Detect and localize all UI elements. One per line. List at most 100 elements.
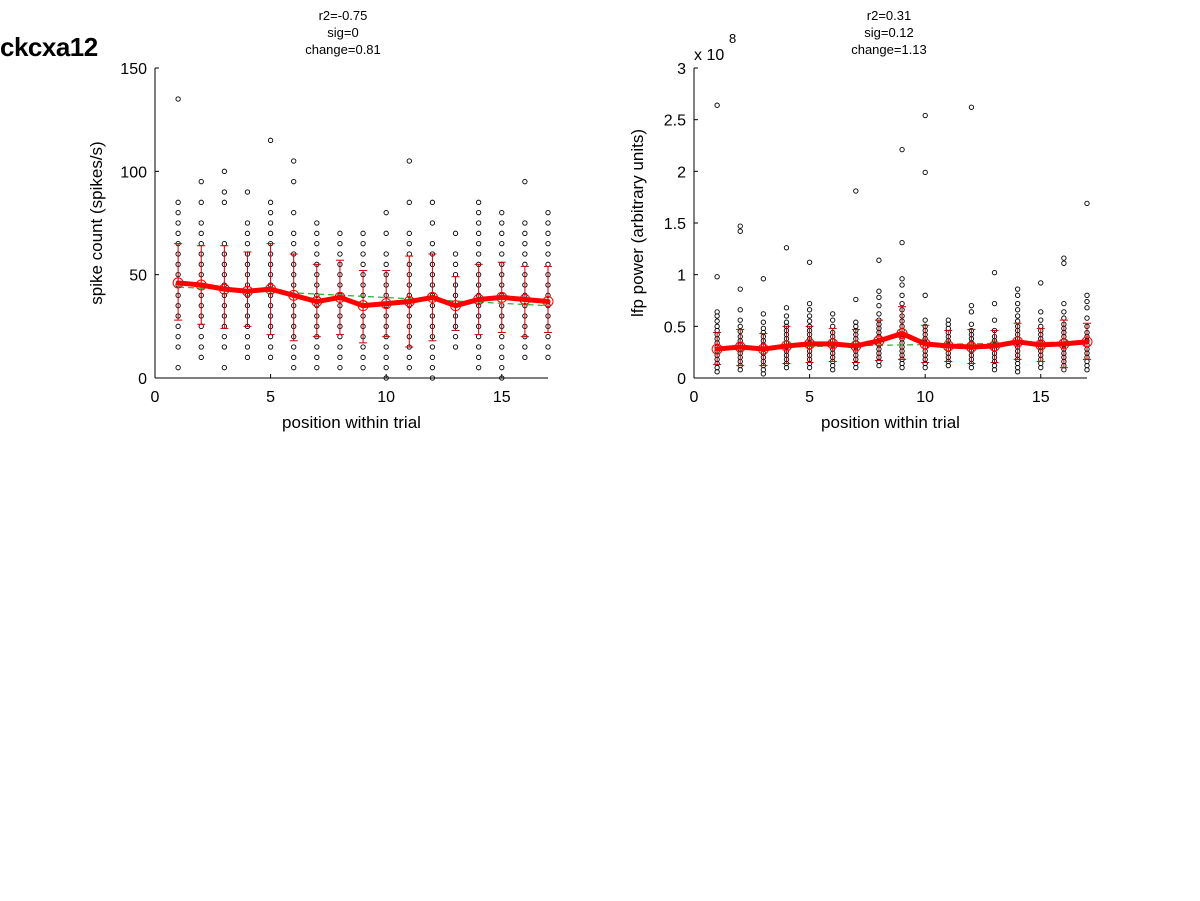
data-point (737, 228, 743, 234)
data-point (221, 189, 228, 195)
data-point (198, 230, 204, 236)
mean-marker (734, 341, 746, 353)
data-point (452, 230, 459, 236)
data-point (806, 259, 813, 265)
data-point (475, 365, 482, 371)
stat-annotation: r2=-0.75 (319, 8, 368, 23)
x-axis-label: position within trial (821, 413, 960, 432)
data-point (267, 220, 274, 226)
x-axis-label: position within trial (282, 413, 421, 432)
data-point (314, 220, 320, 226)
data-point (830, 323, 836, 329)
data-point (760, 276, 767, 282)
data-point (291, 179, 297, 185)
data-point (545, 344, 551, 350)
data-point (499, 375, 505, 381)
mean-marker (873, 335, 885, 347)
data-point (314, 241, 320, 247)
data-point (406, 365, 412, 371)
data-point (922, 317, 928, 323)
data-point (175, 344, 181, 350)
data-point (853, 319, 859, 325)
data-point (383, 261, 389, 267)
data-point (545, 220, 551, 226)
mean-marker (519, 293, 531, 305)
data-point (1061, 260, 1067, 266)
data-point (314, 365, 320, 371)
data-point (360, 354, 366, 360)
data-point (221, 334, 228, 340)
stat-annotation: sig=0 (327, 25, 358, 40)
data-point (337, 251, 343, 257)
data-point (429, 344, 436, 350)
mean-marker (757, 343, 769, 355)
x-tick-label: 0 (151, 389, 160, 406)
data-point (806, 307, 813, 313)
y-tick-label: 0 (138, 371, 147, 388)
mean-marker (827, 338, 839, 350)
mean-marker (542, 296, 554, 308)
data-point (383, 354, 389, 360)
y-tick-label: 0 (677, 371, 686, 388)
data-point (522, 241, 528, 247)
mean-marker (334, 291, 346, 303)
mean-marker (241, 285, 253, 297)
data-point (314, 354, 320, 360)
mean-marker (172, 277, 184, 289)
x-tick-label: 0 (690, 389, 699, 406)
data-point (360, 241, 366, 247)
data-point (383, 251, 389, 257)
data-point (499, 344, 505, 350)
data-point (452, 344, 459, 350)
data-point (806, 318, 813, 324)
data-point (475, 251, 482, 257)
data-point (175, 96, 181, 102)
data-point (314, 344, 320, 350)
data-point (522, 251, 528, 257)
data-point (406, 354, 412, 360)
data-point (1084, 298, 1090, 305)
mean-marker (496, 291, 508, 303)
data-point (221, 168, 228, 174)
data-point (714, 318, 720, 324)
data-point (714, 102, 720, 108)
data-point (714, 323, 720, 329)
data-point (545, 230, 551, 236)
data-point (383, 344, 389, 350)
data-point (314, 251, 320, 257)
data-point (267, 354, 274, 360)
mean-line (175, 280, 551, 309)
data-point (499, 354, 505, 360)
data-point (429, 375, 436, 381)
data-point (991, 300, 998, 307)
data-point (198, 179, 204, 185)
data-point (267, 334, 274, 340)
data-point (383, 365, 389, 371)
mean-marker (218, 283, 230, 295)
data-point (830, 317, 836, 323)
data-point (244, 220, 251, 226)
data-point (783, 319, 790, 325)
data-point (545, 261, 551, 267)
data-point (806, 313, 813, 319)
data-point (876, 303, 882, 309)
data-point (383, 230, 389, 236)
data-point (545, 354, 551, 360)
chart-panel-2: 0 5 10 15 0 0.5 1 1.5 2 2.5 3 position within trial… (628, 8, 1093, 432)
data-point (1084, 315, 1090, 321)
x-tick-label: 5 (266, 389, 275, 406)
mean-marker (473, 293, 485, 305)
scale-factor-exponent: 8 (729, 31, 736, 46)
data-point (522, 220, 528, 226)
data-point (475, 334, 482, 340)
data-point (360, 230, 366, 236)
mean-marker (965, 341, 977, 353)
data-point (175, 230, 181, 236)
data-point (198, 199, 204, 205)
stat-annotation: sig=0.12 (864, 25, 914, 40)
mean-marker (896, 328, 908, 340)
x-tick-label: 5 (805, 389, 814, 406)
data-point (499, 334, 505, 340)
mean-marker (850, 340, 862, 352)
data-point (499, 251, 505, 257)
